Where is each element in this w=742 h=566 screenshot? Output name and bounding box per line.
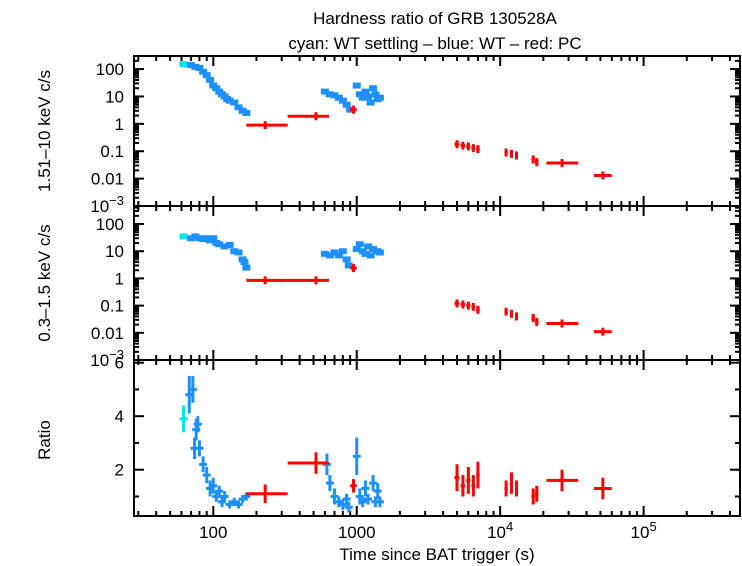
y-tick-label: 0.1	[100, 142, 124, 161]
wt-hard-point	[358, 94, 367, 101]
wt-hard-point	[338, 97, 347, 104]
wt-hard-point	[234, 104, 243, 111]
plot-layer: 1001010.10.0110−31001010.10.0110−3246100…	[90, 55, 741, 542]
y-tick-label: 10−3	[90, 193, 124, 216]
x-tick-label: 105	[631, 519, 657, 542]
wt-soft-point	[361, 250, 370, 257]
y-tick-label: 100	[96, 60, 124, 79]
wt-soft-point	[344, 262, 353, 269]
wt-hard-point	[230, 99, 239, 106]
wt-hard-point	[366, 99, 375, 106]
y-axis-label-ratio: Ratio	[35, 420, 54, 460]
y-tick-label: 10	[105, 242, 124, 261]
wt-soft-point	[242, 264, 251, 271]
wt-soft-point	[334, 252, 343, 259]
y-tick-label: 1	[115, 115, 124, 134]
y-tick-label: 0.01	[91, 324, 124, 343]
y-tick-label: 4	[115, 407, 124, 426]
panel-frame-ratio	[133, 359, 741, 517]
wt-soft-point	[366, 252, 375, 259]
y-tick-label: 10	[105, 87, 124, 106]
wt-settling-hard-point	[179, 61, 188, 68]
wt-soft-point	[240, 259, 249, 266]
x-tick-label: 1000	[338, 523, 376, 542]
wt-hard-point	[375, 94, 384, 101]
wt-settling-soft-point	[179, 233, 188, 240]
wt-hard-point	[330, 92, 339, 99]
wt-hard-point	[371, 91, 380, 98]
chart-title: Hardness ratio of GRB 130528A	[313, 9, 557, 28]
y-tick-label: 2	[115, 461, 124, 480]
wt-hard-point	[195, 64, 204, 71]
x-tick-label: 104	[487, 519, 513, 542]
wt-hard-point	[320, 88, 329, 95]
wt-hard-point	[364, 93, 373, 100]
wt-soft-point	[364, 243, 373, 250]
wt-hard-point	[361, 88, 370, 95]
y-tick-label: 1	[115, 269, 124, 288]
chart-subtitle: cyan: WT settling – blue: WT – red: PC	[288, 34, 581, 53]
wt-soft-point	[352, 246, 361, 253]
x-tick-label: 100	[199, 523, 227, 542]
wt-hard-point	[369, 85, 378, 92]
wt-soft-point	[369, 246, 378, 253]
panel-frame-soft	[133, 205, 741, 361]
wt-hard-point	[334, 94, 343, 101]
wt-soft-point	[187, 235, 196, 242]
wt-soft-point	[230, 248, 239, 255]
panel-frame-hard	[133, 55, 741, 207]
wt-soft-point	[191, 233, 200, 240]
wt-hard-point	[187, 62, 196, 69]
wt-soft-point	[209, 235, 218, 242]
wt-soft-point	[215, 241, 224, 248]
wt-hard-point	[355, 91, 364, 98]
wt-hard-point	[212, 85, 221, 92]
wt-soft-point	[338, 248, 347, 255]
wt-hard-point	[191, 63, 200, 70]
wt-hard-point	[242, 109, 251, 116]
y-axis-label-soft: 0.3–1.5 keV c/s	[35, 224, 54, 341]
wt-soft-point	[325, 252, 334, 259]
wt-hard-point	[325, 91, 334, 98]
x-axis-label: Time since BAT trigger (s)	[339, 545, 534, 564]
wt-soft-point	[225, 241, 234, 248]
wt-soft-point	[320, 250, 329, 257]
wt-soft-point	[355, 241, 364, 248]
wt-hard-point	[352, 82, 361, 89]
wt-soft-point	[220, 243, 229, 250]
wt-soft-point	[375, 249, 384, 256]
y-tick-label: 6	[115, 354, 124, 373]
wt-hard-point	[342, 101, 351, 108]
wt-soft-point	[330, 249, 339, 256]
wt-hard-point	[225, 97, 234, 104]
wt-soft-point	[234, 249, 243, 256]
wt-hard-point	[202, 72, 211, 79]
y-tick-label: 0.1	[100, 297, 124, 316]
wt-soft-point	[342, 256, 351, 263]
wt-hard-point	[199, 68, 208, 75]
y-tick-label: 0.01	[91, 170, 124, 189]
wt-hard-point	[206, 76, 215, 83]
y-tick-label: 100	[96, 215, 124, 234]
y-axis-label-hard: 1.51–10 keV c/s	[35, 70, 54, 192]
